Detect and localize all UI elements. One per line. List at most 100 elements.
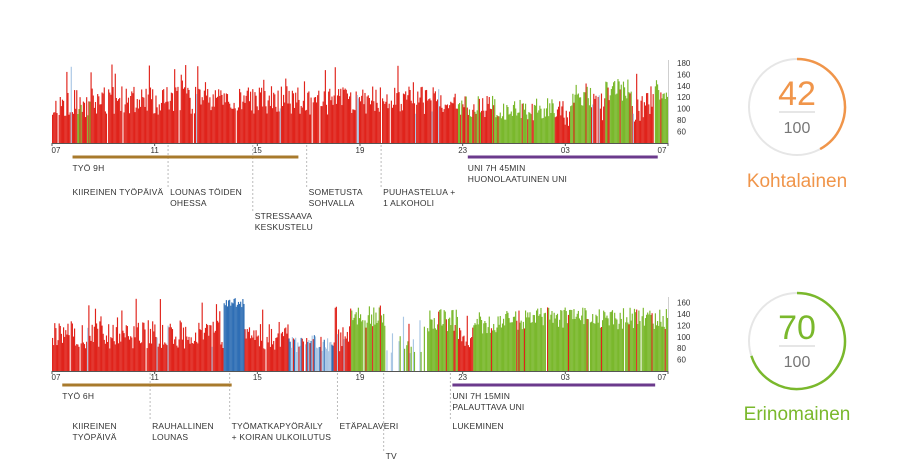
hrv-bar bbox=[542, 117, 544, 143]
hrv-bar bbox=[88, 305, 90, 371]
hrv-bar bbox=[108, 324, 110, 371]
hrv-bar bbox=[487, 103, 489, 143]
hrv-bar bbox=[289, 103, 291, 143]
hrv-bar bbox=[419, 97, 421, 143]
hrv-bar bbox=[606, 315, 608, 371]
hrv-bar bbox=[284, 328, 286, 371]
hrv-bar bbox=[602, 320, 604, 371]
hrv-bar bbox=[413, 351, 416, 371]
hrv-bar bbox=[182, 327, 185, 371]
hrv-bar bbox=[636, 309, 638, 371]
hrv-bar bbox=[275, 337, 277, 371]
hrv-bar bbox=[536, 310, 538, 371]
hrv-bar bbox=[245, 338, 247, 371]
hrv-bar bbox=[215, 97, 218, 143]
hrv-bar bbox=[176, 345, 178, 371]
hrv-bar bbox=[203, 332, 205, 371]
hrv-bar bbox=[621, 100, 623, 143]
hrv-bar bbox=[301, 107, 303, 143]
hrv-bar bbox=[58, 114, 60, 143]
hrv-bar bbox=[511, 322, 513, 371]
hrv-bar bbox=[308, 340, 310, 371]
hrv-bar bbox=[653, 328, 655, 371]
hrv-bar bbox=[496, 114, 498, 143]
hrv-bar bbox=[599, 327, 601, 371]
hrv-bar bbox=[102, 93, 104, 143]
hrv-bar bbox=[353, 109, 355, 143]
hrv-bar bbox=[627, 79, 629, 143]
hrv-bar bbox=[547, 98, 549, 143]
hrv-bar bbox=[574, 94, 576, 143]
hrv-bar bbox=[266, 113, 268, 143]
hrv-bar bbox=[462, 104, 464, 143]
hrv-bar bbox=[384, 325, 386, 371]
hrv-bar bbox=[559, 319, 561, 371]
hrv-bar bbox=[407, 341, 409, 371]
y-tick-label: 60 bbox=[677, 356, 686, 365]
x-tick-label: 23 bbox=[458, 373, 467, 382]
hrv-bar bbox=[454, 93, 456, 143]
hrv-bar bbox=[289, 341, 291, 371]
hrv-bar bbox=[251, 110, 253, 143]
hrv-bar bbox=[105, 335, 108, 371]
hrv-bar bbox=[580, 320, 582, 371]
hrv-bar bbox=[237, 301, 240, 371]
hrv-bar bbox=[350, 308, 352, 371]
hrv-bar bbox=[430, 100, 432, 143]
hrv-bar bbox=[90, 72, 92, 143]
hrv-bar bbox=[220, 90, 222, 143]
hrv-bar bbox=[152, 89, 154, 143]
hrv-bar bbox=[470, 116, 472, 143]
hrv-bar bbox=[274, 349, 276, 371]
hrv-bar bbox=[404, 94, 406, 143]
hrv-bar bbox=[247, 87, 249, 143]
hrv-bar bbox=[175, 87, 177, 143]
hrv-bar bbox=[212, 94, 214, 143]
hrv-bar bbox=[417, 91, 419, 143]
hrv-bar bbox=[96, 323, 98, 371]
x-tick-label: 19 bbox=[356, 146, 365, 155]
hrv-bar bbox=[621, 328, 623, 371]
hrv-bar bbox=[468, 109, 471, 143]
hrv-bar bbox=[269, 346, 271, 371]
hrv-bar bbox=[518, 310, 520, 371]
hrv-bar bbox=[246, 329, 248, 371]
hrv-bar bbox=[581, 315, 583, 371]
hrv-bar bbox=[123, 333, 125, 371]
hrv-bar bbox=[628, 324, 630, 371]
hrv-bar bbox=[344, 336, 346, 371]
hrv-bar bbox=[610, 89, 612, 143]
hrv-bar bbox=[464, 345, 466, 371]
hrv-bar bbox=[192, 343, 194, 371]
hrv-bar bbox=[443, 310, 445, 371]
hrv-bar bbox=[640, 100, 642, 143]
hrv-bar bbox=[291, 337, 293, 371]
hrv-bar bbox=[267, 342, 269, 371]
hrv-bar bbox=[99, 321, 101, 371]
hrv-bar bbox=[120, 341, 122, 371]
hrv-bar bbox=[622, 81, 625, 143]
hrv-bar bbox=[418, 102, 420, 143]
hrv-bar bbox=[335, 103, 337, 143]
hrv-bar bbox=[322, 341, 324, 371]
hrv-bar bbox=[654, 86, 656, 143]
hrv-bar bbox=[631, 313, 633, 371]
hrv-bar bbox=[560, 115, 562, 143]
hrv-bar bbox=[231, 108, 233, 143]
hrv-bar bbox=[402, 316, 405, 371]
hrv-bar bbox=[573, 309, 575, 371]
hrv-bar bbox=[357, 98, 359, 143]
period-label: TYÖ 9H bbox=[73, 163, 105, 173]
hrv-bar bbox=[635, 119, 637, 143]
hrv-bar bbox=[398, 341, 400, 371]
hrv-bar bbox=[158, 104, 160, 143]
hrv-bar bbox=[179, 110, 181, 143]
hrv-bar bbox=[451, 310, 453, 371]
hrv-bar bbox=[336, 334, 339, 371]
hrv-bar bbox=[261, 340, 263, 371]
hrv-bar bbox=[420, 87, 422, 143]
hrv-bar bbox=[91, 324, 93, 371]
hrv-bar bbox=[603, 310, 605, 371]
hrv-bar bbox=[351, 310, 353, 371]
hrv-bar bbox=[327, 338, 329, 371]
